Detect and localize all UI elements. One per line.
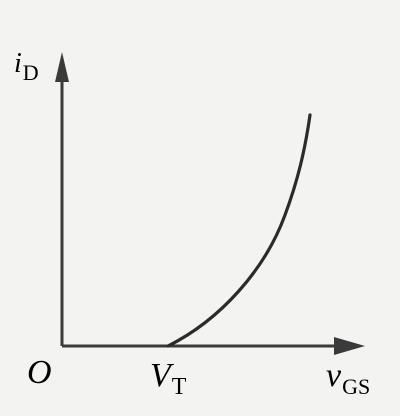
threshold-label: VT: [150, 357, 187, 400]
x-axis-arrowhead: [334, 337, 365, 355]
y-axis-arrowhead: [55, 52, 69, 82]
y-axis-label: iD: [14, 48, 39, 85]
transfer-curve: [166, 113, 312, 348]
x-axis-label: vGS: [326, 357, 370, 399]
origin-label: O: [27, 354, 52, 391]
